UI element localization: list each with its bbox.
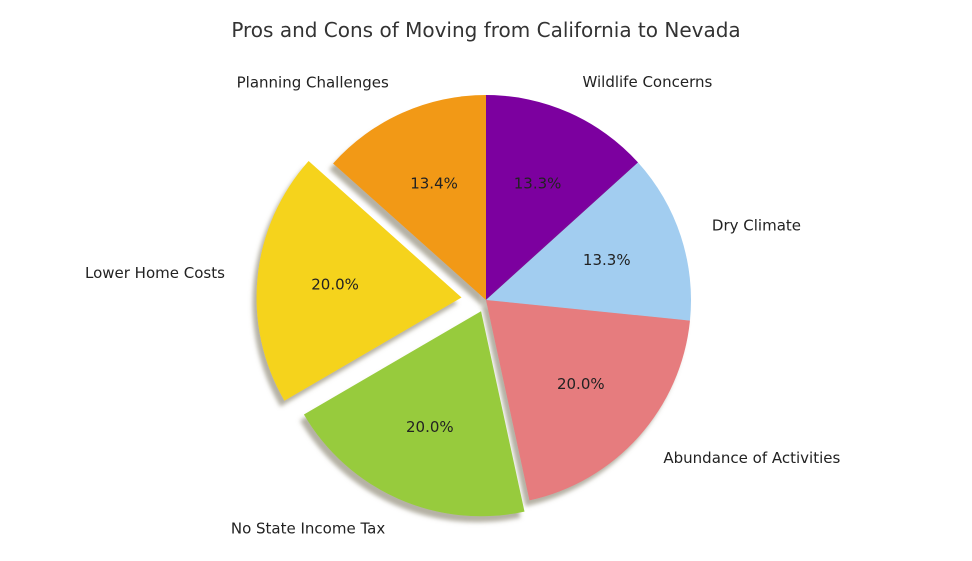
slice-percent: 13.3% xyxy=(514,174,562,192)
slice-percent: 20.0% xyxy=(406,418,454,436)
slice-label: Lower Home Costs xyxy=(85,264,225,282)
pie-chart: 13.3% Wildlife Concerns 13.3% Dry Climate 20… xyxy=(0,0,972,561)
pie-slice xyxy=(486,300,690,500)
pie-chart-container: Pros and Cons of Moving from California … xyxy=(0,0,972,561)
slice-label: Abundance of Activities xyxy=(663,449,840,467)
slice-percent: 13.4% xyxy=(410,174,458,192)
chart-title: Pros and Cons of Moving from California … xyxy=(0,18,972,42)
slice-percent: 20.0% xyxy=(311,275,359,293)
slice-label: No State Income Tax xyxy=(231,519,385,537)
slice-label: Planning Challenges xyxy=(237,73,389,91)
slice-label: Wildlife Concerns xyxy=(582,73,712,91)
slice-percent: 20.0% xyxy=(557,375,605,393)
slice-percent: 13.3% xyxy=(583,251,631,269)
slice-label: Dry Climate xyxy=(712,216,801,234)
